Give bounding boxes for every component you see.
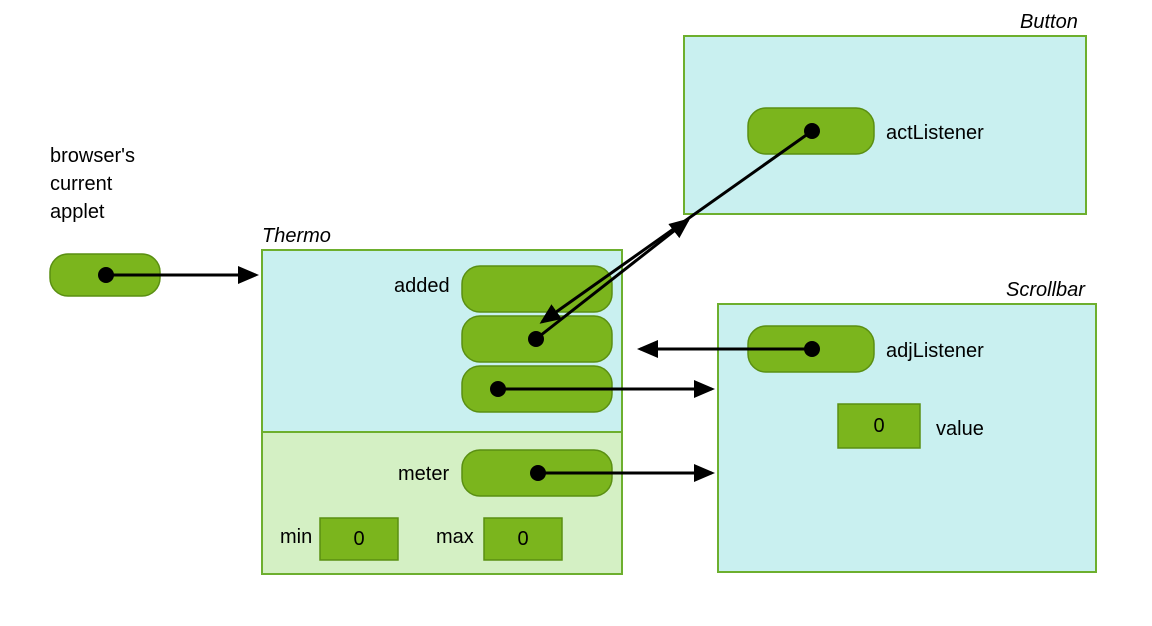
scrollbar-value-label: value — [936, 418, 984, 440]
button-actlistener-label: actListener — [886, 122, 984, 144]
diagram-canvas: Button actListener Thermo added meter min 0 max… — [0, 0, 1152, 626]
button-box-title: Button — [1020, 11, 1078, 33]
thermo-added-label: added — [394, 275, 450, 297]
thermo-max-label: max — [436, 526, 474, 548]
edge-button_listener_dot-to-thermo_added1 — [542, 131, 812, 322]
thermo-box-title: Thermo — [262, 225, 331, 247]
browser-label-line-1: current — [50, 173, 113, 195]
scrollbar-box-title: Scrollbar — [1006, 279, 1086, 301]
browser-label-line-2: applet — [50, 201, 105, 223]
scrollbar-value: 0 — [873, 415, 884, 437]
thermo-min-value: 0 — [353, 528, 364, 550]
browser-label-line-0: browser's — [50, 145, 135, 167]
thermo-max-value: 0 — [517, 528, 528, 550]
button-box — [684, 36, 1086, 214]
thermo-meter-label: meter — [398, 463, 449, 485]
scrollbar-adjlistener-label: adjListener — [886, 340, 984, 362]
thermo-min-label: min — [280, 526, 312, 548]
